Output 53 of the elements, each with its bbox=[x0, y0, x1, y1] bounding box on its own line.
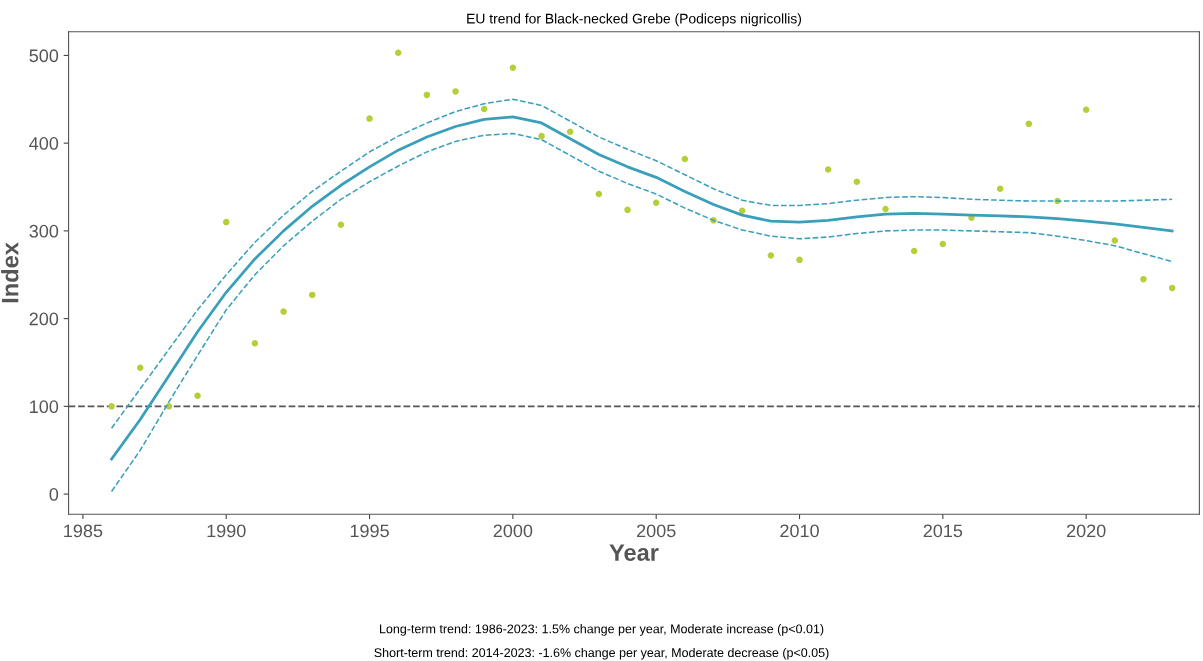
point bbox=[796, 256, 803, 264]
x-tick-label: 1990 bbox=[207, 524, 246, 538]
point bbox=[595, 190, 603, 198]
point bbox=[394, 49, 402, 57]
point bbox=[882, 205, 889, 213]
point bbox=[624, 206, 631, 214]
y-tick-label: 100 bbox=[30, 400, 59, 414]
point bbox=[910, 247, 918, 255]
x-axis-title: Year bbox=[609, 544, 659, 561]
point bbox=[1082, 106, 1090, 114]
point bbox=[337, 221, 345, 228]
y-tick-label: 0 bbox=[49, 488, 59, 501]
point bbox=[939, 240, 947, 248]
point bbox=[652, 199, 660, 207]
point bbox=[222, 218, 230, 226]
point bbox=[423, 91, 431, 99]
point bbox=[566, 128, 574, 135]
point bbox=[480, 105, 488, 113]
point bbox=[738, 207, 746, 214]
point bbox=[1168, 284, 1176, 292]
point bbox=[366, 115, 373, 122]
point bbox=[136, 364, 144, 371]
point bbox=[1140, 275, 1147, 283]
x-tick-label: 1985 bbox=[64, 524, 103, 538]
point bbox=[280, 308, 287, 315]
point bbox=[767, 252, 775, 259]
point bbox=[681, 155, 689, 163]
y-tick-label: 400 bbox=[29, 137, 59, 150]
point bbox=[996, 185, 1004, 193]
point bbox=[308, 291, 316, 299]
point bbox=[824, 166, 832, 173]
x-tick-label: 1995 bbox=[350, 524, 389, 538]
x-tick-label: 2015 bbox=[923, 524, 963, 538]
point bbox=[194, 392, 201, 400]
point bbox=[509, 64, 517, 71]
y-tick-label: 300 bbox=[29, 224, 59, 238]
y-tick-label: 200 bbox=[29, 312, 59, 326]
x-tick-label: 2020 bbox=[1066, 524, 1106, 538]
point bbox=[853, 178, 861, 186]
point bbox=[1111, 237, 1119, 244]
y-tick-label: 500 bbox=[29, 49, 59, 63]
point bbox=[251, 339, 259, 347]
point bbox=[108, 403, 115, 410]
text: Long-term trend: 1986-2023: 1.5% change per year, Moderate increase (p<0.01) bbox=[380, 624, 824, 636]
text: Short-term trend: 2014-2023: -1.6% change per year, Moderate decrease (p<0.05) bbox=[374, 647, 829, 660]
point bbox=[1025, 120, 1033, 128]
point bbox=[452, 88, 459, 95]
x-tick-label: 2000 bbox=[493, 524, 533, 538]
x-tick-label: 2005 bbox=[637, 524, 676, 538]
point bbox=[538, 132, 545, 140]
y-axis-title: Index bbox=[1, 242, 19, 303]
chart-title: EU trend for Black-necked Grebe (Podiceps nigricollis) bbox=[467, 13, 802, 27]
x-tick-label: 2010 bbox=[780, 524, 819, 538]
